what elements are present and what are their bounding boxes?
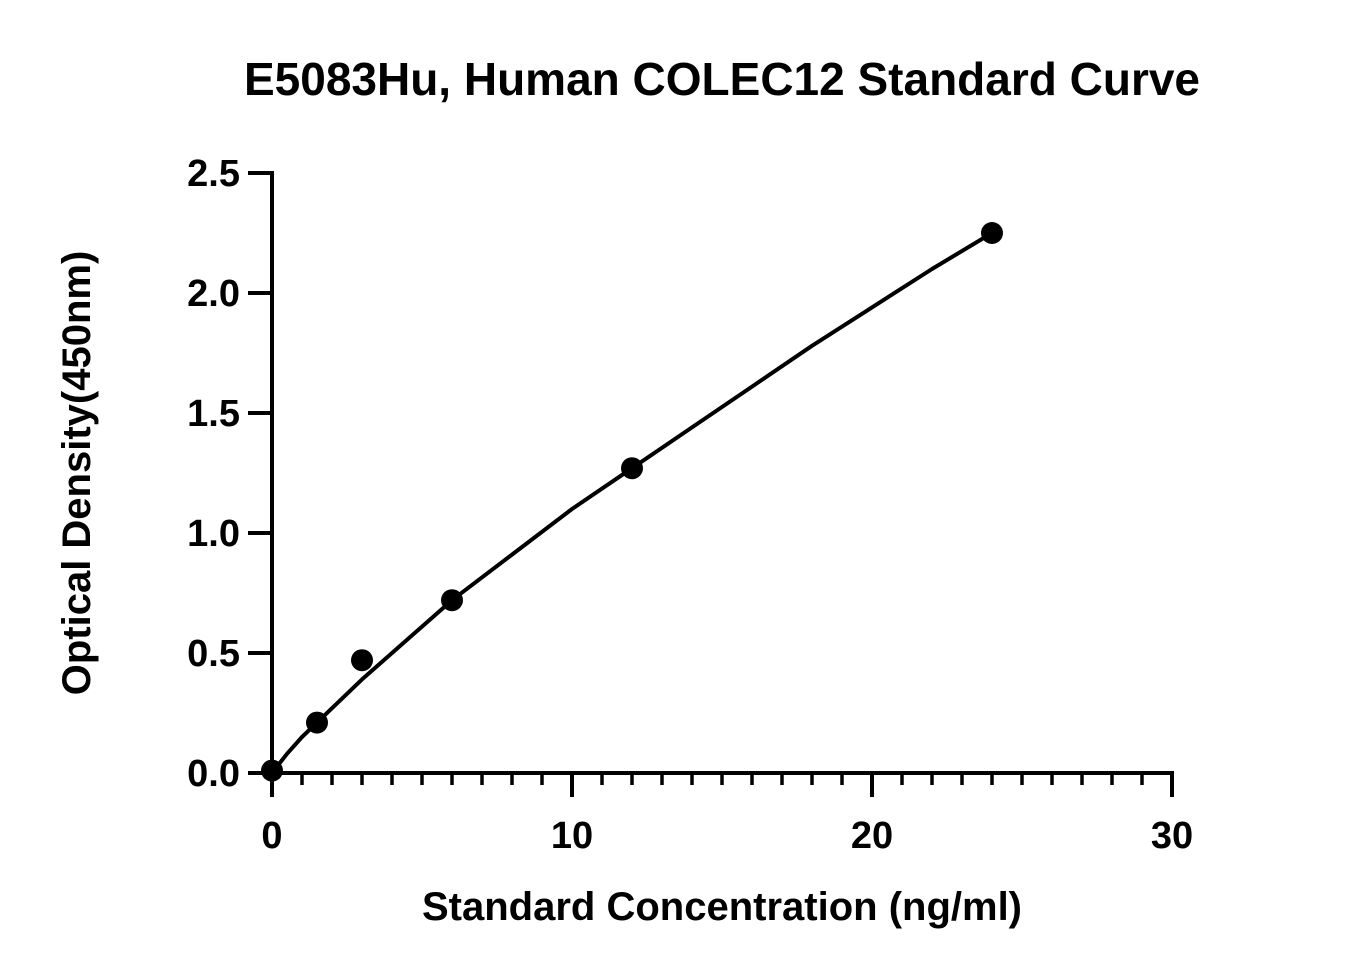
data-point — [441, 589, 463, 612]
x-tick-label: 10 — [551, 815, 593, 857]
data-points — [261, 222, 1003, 782]
x-axis-ticks: 0 10 20 30 — [261, 773, 1193, 857]
x-axis-label: Standard Concentration (ng/ml) — [422, 885, 1022, 929]
x-tick-label: 30 — [1151, 815, 1193, 857]
y-tick-label: 1.0 — [187, 513, 240, 555]
x-tick-label: 0 — [261, 815, 282, 857]
data-point — [306, 711, 328, 734]
data-point — [621, 457, 643, 480]
y-tick-label: 0.0 — [187, 753, 240, 795]
y-tick-label: 1.5 — [187, 393, 240, 435]
y-axis-ticks: 0.0 0.5 1.0 1.5 2.0 2.5 — [187, 153, 272, 795]
chart-title: E5083Hu, Human COLEC12 Standard Curve — [244, 53, 1200, 105]
data-point — [981, 222, 1003, 244]
y-tick-label: 0.5 — [187, 633, 240, 675]
y-axis-label: Optical Density(450nm) — [55, 251, 99, 696]
y-tick-label: 2.5 — [187, 153, 240, 195]
x-tick-label: 20 — [851, 815, 893, 857]
y-tick-label: 2.0 — [187, 273, 240, 315]
data-point — [351, 649, 373, 672]
fit-curve — [270, 231, 994, 775]
fit-curve-group — [270, 231, 994, 775]
data-point — [261, 759, 283, 782]
